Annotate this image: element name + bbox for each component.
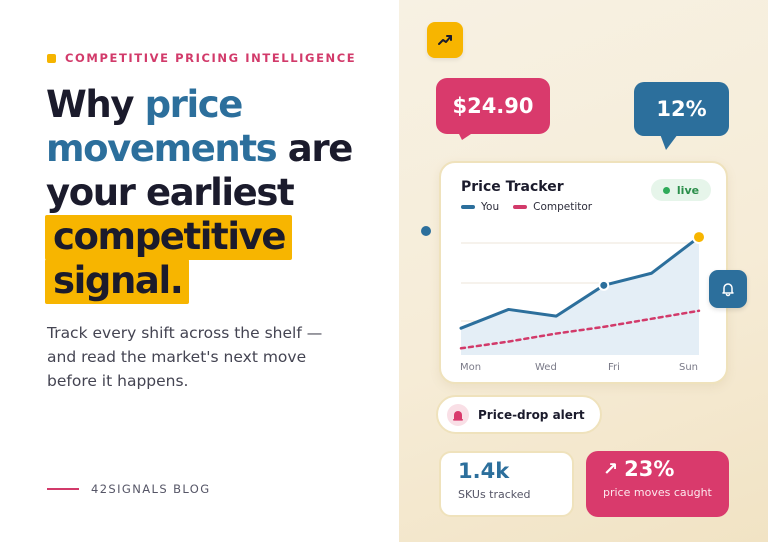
eyebrow-label: COMPETITIVE PRICING INTELLIGENCE <box>65 51 357 65</box>
trend-up-icon <box>427 22 463 58</box>
chart-legend: You Competitor <box>461 201 606 213</box>
x-tick-sun: Sun <box>679 362 699 373</box>
headline-price: price <box>144 83 244 126</box>
legend-swatch-competitor <box>513 205 528 209</box>
headline-line-2: movements are <box>46 127 391 171</box>
decorative-dot <box>421 226 431 236</box>
x-tick-wed: Wed <box>535 362 557 373</box>
series-you-line <box>459 235 701 330</box>
legend-item-competitor: Competitor <box>513 201 592 213</box>
headline-why: Why <box>46 83 145 126</box>
legend-label-competitor: Competitor <box>533 201 593 213</box>
headline-competitive: competitive <box>45 215 293 260</box>
point-you-latest <box>692 230 706 245</box>
stat-skus-tracked: 1.4k SKUs tracked <box>439 451 574 517</box>
price-drop-alert[interactable]: Price-drop alert <box>436 395 602 434</box>
footer: 42SIGNALS BLOG <box>47 482 211 496</box>
legend-item-you: You <box>461 201 499 213</box>
price-tracker-card: Price Tracker live You Competitor Mon We… <box>439 161 728 384</box>
stat-price-moves: ↗ 23% price moves caught <box>586 451 729 517</box>
subtitle-line-2: and read the market's next move <box>47 348 307 366</box>
legend-label-you: You <box>481 201 500 213</box>
percent-value: 12% <box>656 97 707 121</box>
left-panel: COMPETITIVE PRICING INTELLIGENCE Why pri… <box>45 51 391 496</box>
moves-label: price moves caught <box>603 486 712 499</box>
price-value: $24.90 <box>452 94 534 118</box>
skus-value: 1.4k <box>458 459 510 483</box>
series-competitor-line <box>459 309 701 350</box>
percent-bubble: 12% <box>634 82 729 150</box>
live-dot-icon <box>662 186 670 194</box>
subtitle: Track every shift across the shelf — and… <box>47 321 367 393</box>
subtitle-line-1: Track every shift across the shelf — <box>47 324 323 342</box>
x-tick-mon: Mon <box>460 362 482 373</box>
headline-line-3: your earliest <box>46 171 295 214</box>
arrow-up-right-icon: ↗ <box>603 458 619 480</box>
live-badge: live <box>651 179 711 201</box>
headline-line-4: competitive <box>45 215 391 260</box>
series-you-area <box>461 237 699 355</box>
price-chart <box>459 230 706 355</box>
eyebrow-square-icon <box>47 53 56 63</box>
moves-value-row: ↗ 23% <box>603 457 674 481</box>
headline-line-5: signal. <box>45 259 391 304</box>
bell-icon[interactable] <box>709 270 747 308</box>
headline-signal: signal. <box>45 259 190 304</box>
tracker-title: Price Tracker <box>461 179 564 195</box>
footer-rule <box>47 488 79 490</box>
headline-movements: movements <box>46 127 278 170</box>
alert-siren-icon <box>447 403 469 426</box>
x-tick-fri: Fri <box>608 362 620 373</box>
headline-are: are <box>276 127 354 170</box>
live-label: live <box>676 183 700 197</box>
price-bubble: $24.90 <box>436 78 550 140</box>
moves-value: 23% <box>624 457 675 481</box>
alert-label: Price-drop alert <box>478 407 585 422</box>
point-you-highlight <box>598 279 610 291</box>
footer-label: 42SIGNALS BLOG <box>91 482 211 496</box>
subtitle-line-3: before it happens. <box>47 372 189 390</box>
headline: Why price movements are your earliest co… <box>45 83 391 304</box>
headline-line-1: Why price <box>46 83 391 127</box>
eyebrow: COMPETITIVE PRICING INTELLIGENCE <box>47 51 356 65</box>
skus-label: SKUs tracked <box>458 488 531 501</box>
legend-swatch-you <box>461 205 475 209</box>
